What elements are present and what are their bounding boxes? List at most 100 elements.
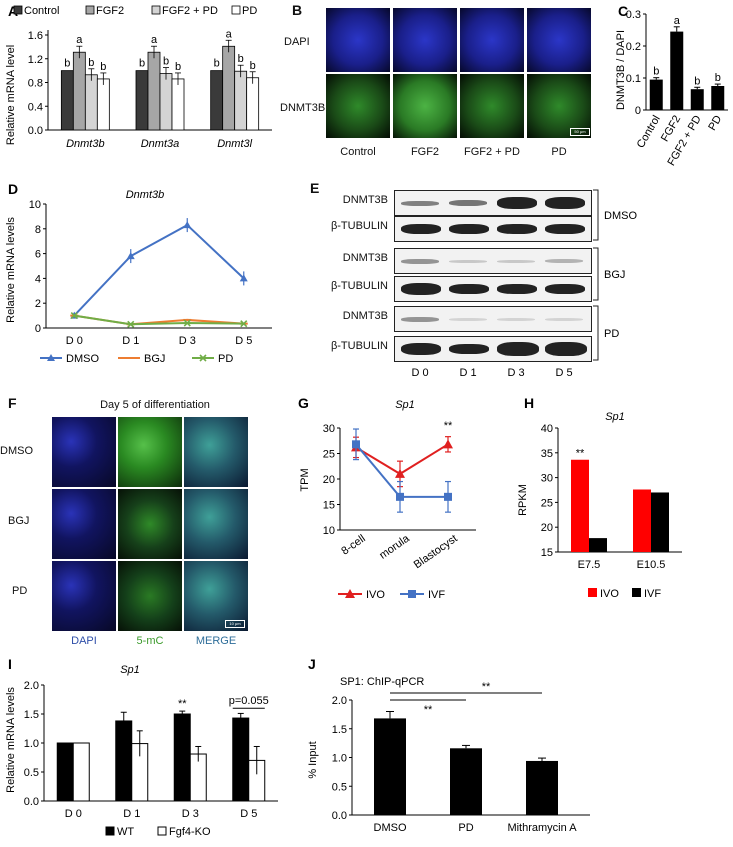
y-tick-label: 0.5 [24, 767, 39, 779]
legend-label: FGF2 + PD [162, 5, 218, 17]
panel-j-ylabel: % Input [307, 741, 319, 778]
legend-swatch [632, 588, 641, 597]
legend-marker [408, 590, 416, 598]
y-tick-label: 15 [323, 500, 335, 512]
data-point [396, 492, 404, 501]
y-tick-label: 2 [35, 298, 41, 310]
panel-e-lane-d0: D 0 [411, 367, 428, 379]
panel-d-title: Dnmt3b [126, 189, 165, 201]
bar [72, 51, 86, 131]
series-line [355, 443, 449, 476]
sig-asterisk: ** [444, 420, 453, 432]
y-tick-label: 6 [35, 249, 41, 261]
f-pd-5mc [118, 561, 182, 631]
bar [690, 89, 704, 110]
sig-letter: b [100, 61, 106, 73]
legend-label: IVO [366, 589, 385, 601]
panel-e-row-1: DNMT3B [342, 194, 388, 206]
x-tick-label: Dnmt3a [141, 138, 180, 150]
x-tick-label: PD [458, 822, 473, 834]
bar [649, 79, 663, 110]
data-point [183, 319, 191, 327]
y-tick-label: 15 [541, 547, 553, 559]
sig-letter: b [250, 60, 256, 72]
panel-f-row-pd: PD [12, 585, 28, 597]
panel-g-title: Sp1 [395, 399, 415, 411]
panel-e-group-dmso: DMSO [604, 210, 637, 222]
legend-label: IVF [428, 589, 445, 601]
panel-b-row-dnmt3b: DNMT3B [280, 102, 326, 114]
y-tick-label: 40 [541, 423, 553, 435]
bar [374, 718, 406, 815]
x-tick-label: E10.5 [637, 559, 666, 571]
blot-dmso-tubulin [394, 216, 592, 242]
y-tick-label: 10 [323, 525, 335, 537]
y-tick-label: 0.3 [626, 9, 641, 21]
y-tick-label: 0.2 [626, 41, 641, 53]
panel-h: H Sp1 RPKM 15 20 25 30 35 40 E7.5 E10.5 ** IVO I… [510, 392, 710, 620]
y-tick-label: 0.8 [28, 78, 43, 90]
panel-d-label: D [8, 181, 18, 197]
data-point [127, 320, 135, 328]
panel-e-label: E [310, 180, 320, 196]
sig-letter: b [653, 66, 659, 78]
y-tick-label: 8 [35, 224, 41, 236]
panel-f-row-bgj: BGJ [8, 515, 30, 527]
dapi-image-control [326, 8, 390, 72]
sig-letter: a [226, 28, 233, 40]
y-tick-label: 0.4 [28, 101, 43, 113]
panel-f-scalebar: 10 μm [225, 620, 245, 628]
panel-b-col-fgf2: FGF2 [410, 146, 440, 158]
panel-e-lane-d5: D 5 [555, 367, 572, 379]
panel-g: G Sp1 TPM 10 15 20 25 30 8-cell morula Blastocy… [280, 392, 510, 620]
data-point [443, 439, 453, 449]
sig-letter: b [694, 75, 700, 87]
panel-d: D Dnmt3b Relative mRNA levels 0 2 4 6 8 10 D 0… [0, 180, 280, 380]
y-tick-label: 1.2 [28, 54, 43, 66]
panel-f-label: F [8, 395, 17, 411]
blot-bgj-dnmt3b [394, 248, 592, 274]
legend-label: DMSO [66, 353, 99, 365]
bar [232, 717, 250, 802]
bar [210, 70, 224, 131]
legend-swatch [231, 5, 241, 15]
y-tick-label: 0 [635, 105, 641, 117]
legend-label: PD [218, 353, 233, 365]
legend-label: Control [24, 5, 59, 17]
panel-i-chart: I Sp1 Relative mRNA levels 0.0 0.5 1.0 1.5 2… [5, 656, 278, 838]
panel-f-col-merge: MERGE [195, 635, 237, 647]
dnmt3b-image-fgf2 [393, 74, 457, 138]
y-tick-label: 25 [541, 497, 553, 509]
data-point [352, 440, 360, 449]
y-tick-label: 35 [541, 448, 553, 460]
panel-b-label: B [292, 2, 303, 18]
sig-letter: a [151, 34, 158, 46]
y-tick-label: 20 [541, 522, 553, 534]
y-tick-label: 30 [541, 473, 553, 485]
panel-i-title: Sp1 [120, 664, 140, 676]
sig-asterisk: ** [178, 698, 187, 710]
f-bgj-merge [184, 489, 248, 559]
panel-e-lane-d1: D 1 [459, 367, 476, 379]
x-tick-label: D 5 [235, 335, 252, 347]
bar [571, 459, 589, 552]
x-tick-label: PD [706, 113, 724, 132]
x-tick-label: E7.5 [578, 559, 601, 571]
panel-i-label: I [8, 656, 12, 672]
blot-pd-dnmt3b [394, 306, 592, 332]
panel-b-scalebar: 50 μm [570, 128, 590, 136]
x-tick-label: morula [377, 532, 412, 562]
panel-h-chart: H Sp1 RPKM 15 20 25 30 35 40 E7.5 E10.5 ** IVO I… [517, 395, 682, 600]
f-pd-merge [184, 561, 248, 631]
f-bgj-dapi [52, 489, 116, 559]
y-tick-label: 1.0 [332, 753, 347, 765]
panel-a: A Control FGF2 FGF2 + PD PD Relative mRNA l… [0, 0, 280, 160]
y-tick-label: 1.5 [332, 724, 347, 736]
sig-asterisk: ** [482, 681, 491, 693]
sig-asterisk: ** [576, 448, 585, 460]
panel-b-col-control: Control [340, 146, 376, 158]
x-tick-label: Blastocyst [412, 533, 460, 572]
data-point [395, 468, 405, 478]
bar [526, 760, 558, 815]
bar [450, 748, 482, 815]
